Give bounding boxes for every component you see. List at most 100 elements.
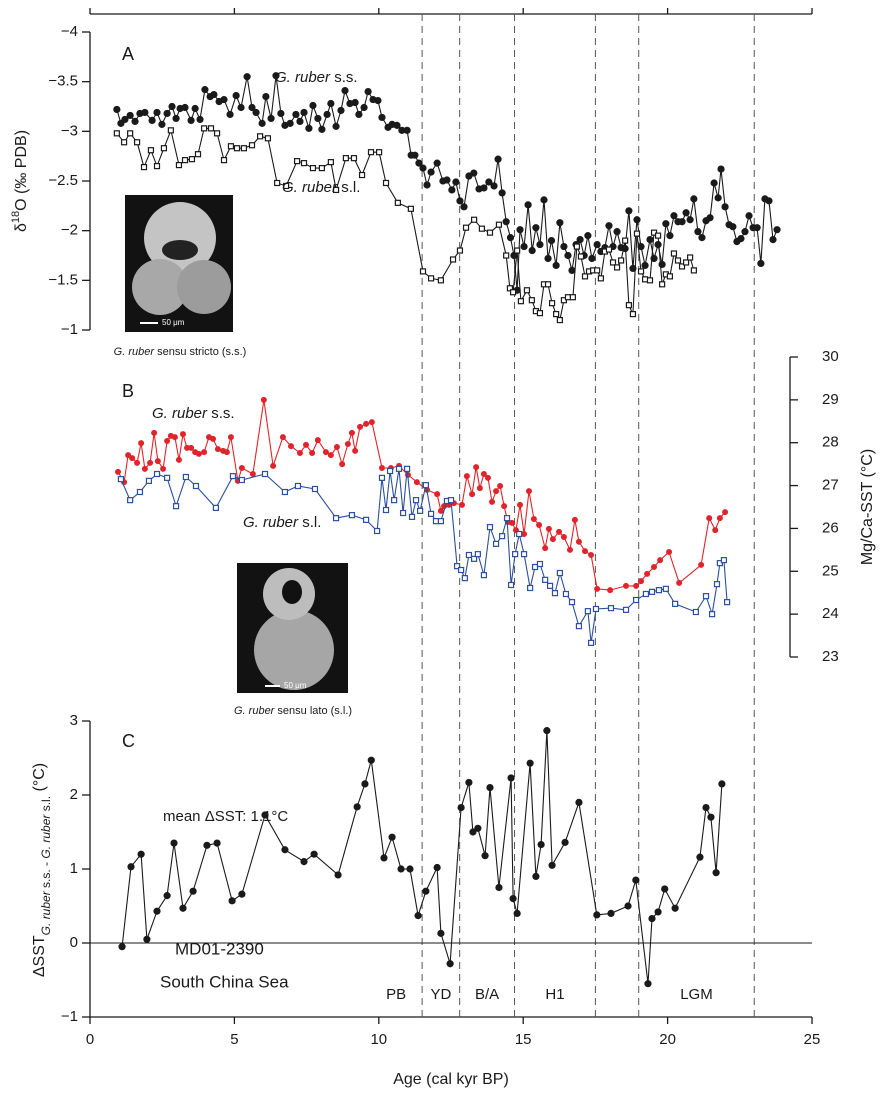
marker [745,212,753,220]
marker [388,833,396,841]
marker [223,449,230,456]
marker [605,222,613,230]
marker [532,224,540,232]
marker [460,203,468,211]
marker [117,476,125,483]
marker [671,904,679,912]
marker [713,581,721,588]
y-tick-label: −2 [61,222,78,239]
label-part: (°C) [31,763,48,796]
x-tick-label: 5 [230,1031,238,1048]
image-caption: G. ruber sensu lato (s.l.) [234,705,352,717]
marker [136,488,144,496]
marker [540,196,548,204]
marker [288,443,295,450]
annotation: South China Sea [160,972,289,991]
marker [175,162,183,169]
marker [138,440,145,447]
marker [386,467,394,475]
marker [213,130,221,137]
marker [765,197,773,205]
marker [115,468,122,475]
marker [342,155,349,162]
marker [397,865,405,873]
marker [568,266,576,274]
marker [646,277,654,284]
marker [536,310,544,317]
marker [486,229,494,236]
marker [588,551,595,558]
marker [698,234,706,242]
marker [773,226,781,234]
marker [623,582,630,589]
text-run: sensu lato (s.l.) [274,705,352,717]
marker [281,488,289,496]
y-tick-label: −3.5 [48,73,78,90]
marker [575,623,583,630]
marker [682,209,690,217]
marker [286,119,294,127]
marker [127,863,135,871]
marker [367,149,375,156]
marker [644,980,652,988]
marker [678,263,686,270]
marker [573,243,581,250]
marker [618,257,625,264]
marker [163,892,171,900]
marker [432,518,440,525]
marker [702,593,710,600]
marker [474,824,482,832]
marker [368,419,375,426]
marker [395,465,403,472]
marker [296,450,303,457]
marker [296,117,304,126]
marker [422,887,430,895]
marker [633,230,641,237]
marker [536,240,544,249]
marker [126,111,134,120]
y-tick-label: −3 [61,122,78,139]
marker [261,811,269,819]
marker [416,507,424,514]
marker [118,943,126,951]
marker [121,115,129,124]
marker [676,579,683,586]
marker [576,236,584,244]
y-tick-label: 1 [70,860,78,877]
marker [201,449,208,456]
y-tick-label: −1 [61,1008,78,1025]
chamber [254,610,334,690]
marker [210,435,217,442]
series-label: G. ruber s.l. [282,179,360,196]
marker [243,73,251,81]
text-run: s.l. [39,796,53,815]
marker [237,103,245,112]
marker [605,246,613,253]
y-tick-label: 25 [822,562,839,579]
marker [564,251,572,260]
marker [151,429,158,436]
marker [187,116,195,125]
marker [509,289,517,296]
marker [584,608,591,615]
marker [714,194,722,202]
marker [480,184,488,192]
marker [470,169,478,177]
marker [721,203,729,211]
marker [210,90,218,99]
marker [380,854,388,862]
y-axis-label: Mg/Ca-SST (°C) [859,449,876,565]
x-tick-label: 20 [659,1031,676,1048]
text-run: s.l. [337,179,360,196]
series-label: G. ruber s.s. [152,405,235,422]
marker [624,902,632,910]
marker [457,803,465,812]
marker [414,912,422,920]
marker [531,563,539,571]
marker [512,551,519,558]
marker [769,236,777,244]
marker [545,525,552,532]
marker [507,774,515,782]
text-run: G. ruber [275,69,331,86]
